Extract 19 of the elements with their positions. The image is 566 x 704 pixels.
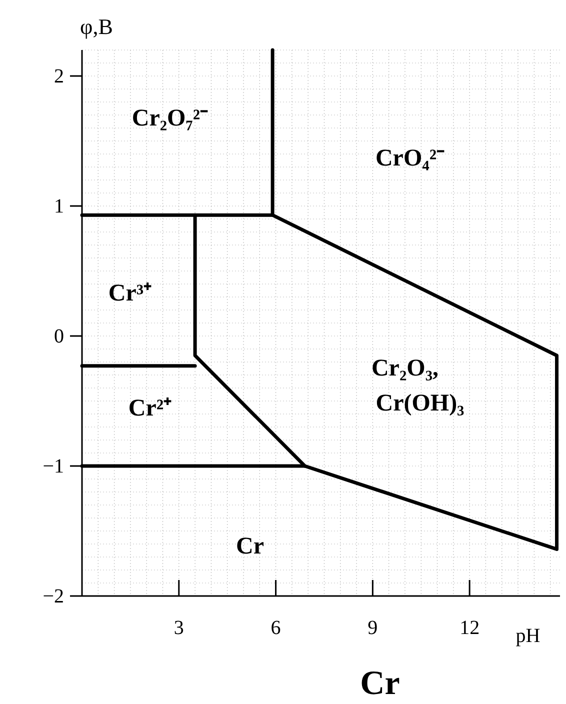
x-tick-label: 6 [270, 617, 281, 640]
annotation: Cr₂O₇²⁻ [132, 106, 208, 132]
y-tick-label: 1 [54, 195, 64, 218]
text: Cr [360, 665, 400, 702]
y-tick-label: −2 [42, 585, 64, 608]
annotation: Cr [236, 534, 264, 560]
y-axis-title: φ,B [80, 14, 113, 39]
x-tick-label: 3 [174, 617, 184, 640]
annotation: Cr(OH)₃ [376, 390, 464, 417]
annotation: Cr²⁺ [128, 396, 172, 422]
y-tick-label: 0 [54, 325, 64, 348]
annotation: CrO₄²⁻ [375, 146, 445, 172]
x-tick-label: 9 [368, 617, 378, 640]
y-tick-label: 2 [54, 65, 64, 88]
annotation: Cr₂O₃, [371, 356, 439, 382]
x-axis-title: pH [516, 625, 540, 647]
annotation: Cr³⁺ [108, 280, 152, 307]
x-tick-label: 12 [460, 617, 480, 640]
y-tick-label: −1 [42, 455, 64, 478]
